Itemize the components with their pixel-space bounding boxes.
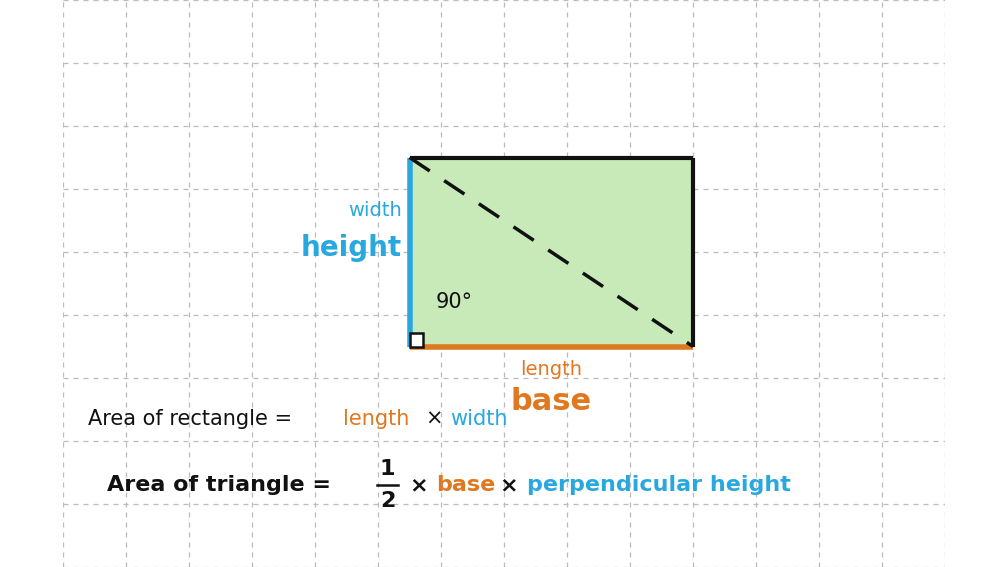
Text: height: height (300, 234, 402, 262)
Text: 2: 2 (380, 492, 395, 511)
Text: 90°: 90° (435, 292, 473, 312)
Text: length: length (520, 361, 583, 379)
Text: perpendicular height: perpendicular height (527, 475, 791, 495)
Bar (409, 158, 694, 346)
Text: length: length (344, 409, 409, 429)
Text: width: width (451, 409, 508, 429)
Text: Area of rectangle =: Area of rectangle = (89, 409, 299, 429)
Text: Area of triangle =: Area of triangle = (107, 475, 339, 495)
Text: width: width (348, 201, 402, 220)
Text: ×: × (500, 475, 518, 495)
Text: ×: × (425, 409, 443, 429)
Bar (409, 333, 423, 346)
Text: ×: × (409, 475, 428, 495)
Text: base: base (436, 475, 496, 495)
Text: base: base (511, 387, 592, 416)
Text: 1: 1 (380, 459, 395, 479)
